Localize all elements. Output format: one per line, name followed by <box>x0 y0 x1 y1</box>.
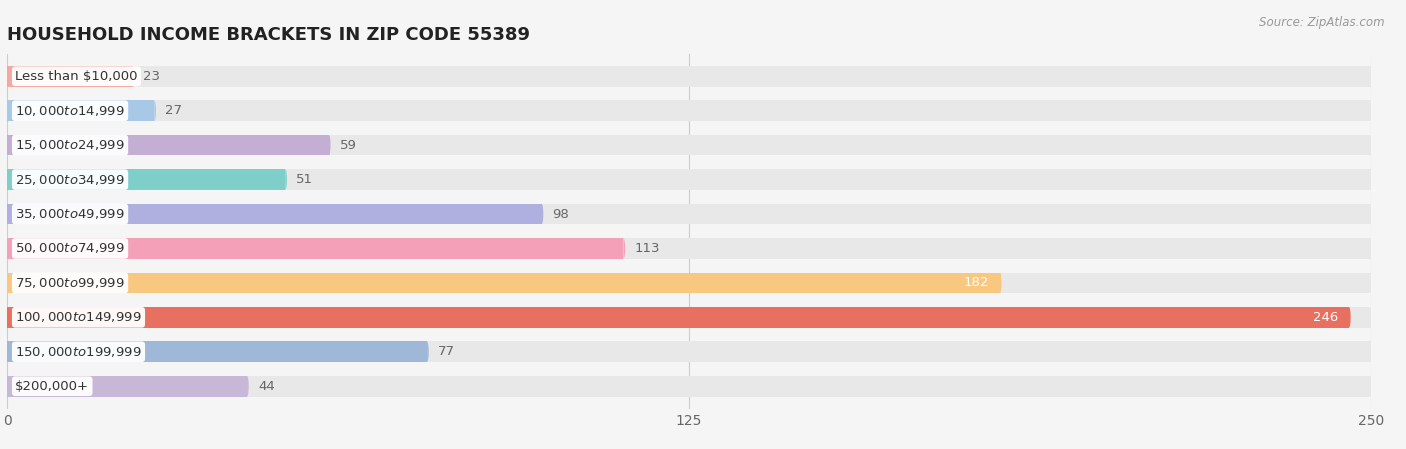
Wedge shape <box>1371 101 1372 121</box>
Bar <box>7 376 247 396</box>
Wedge shape <box>6 101 7 121</box>
Wedge shape <box>6 238 7 259</box>
Text: 98: 98 <box>553 207 569 220</box>
Wedge shape <box>6 307 7 328</box>
Bar <box>7 169 1371 190</box>
Text: 59: 59 <box>340 139 357 152</box>
Wedge shape <box>1348 307 1351 328</box>
Wedge shape <box>427 341 429 362</box>
Text: 27: 27 <box>166 104 183 117</box>
Wedge shape <box>623 238 626 259</box>
Text: $10,000 to $14,999: $10,000 to $14,999 <box>15 104 125 118</box>
Wedge shape <box>285 169 287 190</box>
Wedge shape <box>329 135 330 155</box>
Wedge shape <box>6 169 7 190</box>
Wedge shape <box>155 101 156 121</box>
Text: $15,000 to $24,999: $15,000 to $24,999 <box>15 138 125 152</box>
Bar <box>7 204 1371 224</box>
Wedge shape <box>6 66 7 87</box>
Bar <box>7 341 427 362</box>
Wedge shape <box>1371 273 1372 293</box>
Bar <box>7 135 1371 155</box>
Wedge shape <box>6 341 7 362</box>
Text: $150,000 to $199,999: $150,000 to $199,999 <box>15 345 142 359</box>
Text: 23: 23 <box>143 70 160 83</box>
Wedge shape <box>6 307 7 328</box>
Bar <box>7 135 329 155</box>
Text: $25,000 to $34,999: $25,000 to $34,999 <box>15 172 125 187</box>
Bar <box>7 273 1000 293</box>
Text: 246: 246 <box>1313 311 1339 324</box>
Wedge shape <box>1000 273 1001 293</box>
Bar <box>7 66 1371 87</box>
Text: 182: 182 <box>963 277 988 290</box>
Text: $35,000 to $49,999: $35,000 to $49,999 <box>15 207 125 221</box>
Wedge shape <box>1371 341 1372 362</box>
Wedge shape <box>1371 169 1372 190</box>
Bar <box>7 169 285 190</box>
Wedge shape <box>6 376 7 396</box>
Bar <box>7 101 155 121</box>
Wedge shape <box>132 66 134 87</box>
Wedge shape <box>6 204 7 224</box>
Wedge shape <box>1371 66 1372 87</box>
Wedge shape <box>6 273 7 293</box>
Wedge shape <box>247 376 249 396</box>
Bar <box>7 376 1371 396</box>
Wedge shape <box>6 135 7 155</box>
Text: Source: ZipAtlas.com: Source: ZipAtlas.com <box>1260 16 1385 29</box>
Text: $50,000 to $74,999: $50,000 to $74,999 <box>15 242 125 255</box>
Text: Less than $10,000: Less than $10,000 <box>15 70 138 83</box>
Wedge shape <box>6 169 7 190</box>
Text: 51: 51 <box>297 173 314 186</box>
Wedge shape <box>6 135 7 155</box>
Text: $200,000+: $200,000+ <box>15 380 89 393</box>
Text: 77: 77 <box>439 345 456 358</box>
Bar <box>7 341 1371 362</box>
Wedge shape <box>1371 135 1372 155</box>
Text: $75,000 to $99,999: $75,000 to $99,999 <box>15 276 125 290</box>
Wedge shape <box>1371 307 1372 328</box>
Wedge shape <box>6 341 7 362</box>
Bar <box>7 307 1371 328</box>
Text: $100,000 to $149,999: $100,000 to $149,999 <box>15 310 142 324</box>
Wedge shape <box>6 66 7 87</box>
Wedge shape <box>6 238 7 259</box>
Wedge shape <box>1371 238 1372 259</box>
Bar <box>7 307 1348 328</box>
Wedge shape <box>6 273 7 293</box>
Bar <box>7 204 541 224</box>
Wedge shape <box>1371 204 1372 224</box>
Wedge shape <box>541 204 543 224</box>
Bar <box>7 238 1371 259</box>
Bar <box>7 273 1371 293</box>
Wedge shape <box>6 376 7 396</box>
Text: HOUSEHOLD INCOME BRACKETS IN ZIP CODE 55389: HOUSEHOLD INCOME BRACKETS IN ZIP CODE 55… <box>7 26 530 44</box>
Bar <box>7 66 132 87</box>
Text: 44: 44 <box>257 380 274 393</box>
Wedge shape <box>6 101 7 121</box>
Text: 113: 113 <box>634 242 659 255</box>
Bar <box>7 238 623 259</box>
Bar <box>7 101 1371 121</box>
Wedge shape <box>6 204 7 224</box>
Wedge shape <box>1371 376 1372 396</box>
